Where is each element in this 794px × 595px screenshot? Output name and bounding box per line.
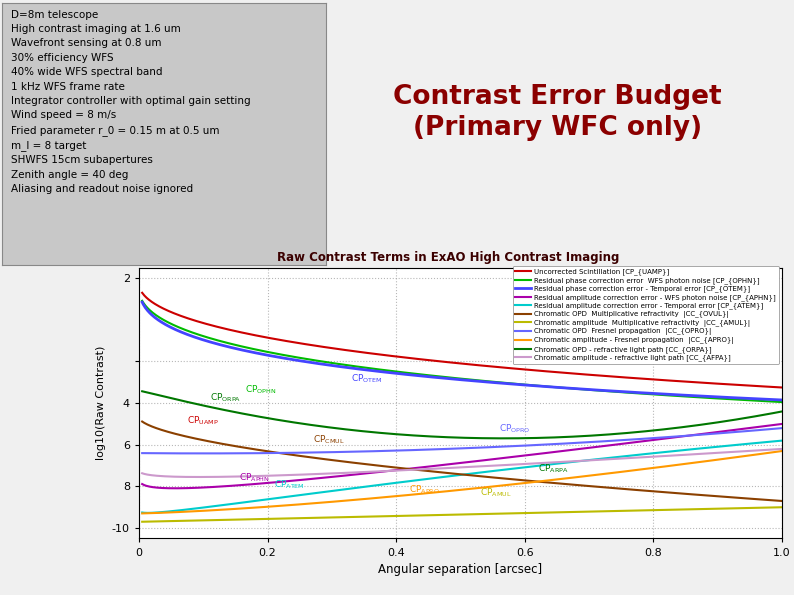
Text: CP$_\mathregular{OTEM}$: CP$_\mathregular{OTEM}$	[351, 373, 383, 386]
Text: CP$_\mathregular{OPHN}$: CP$_\mathregular{OPHN}$	[245, 383, 276, 396]
X-axis label: Angular separation [arcsec]: Angular separation [arcsec]	[379, 563, 542, 576]
Text: D=8m telescope
High contrast imaging at 1.6 um
Wavefront sensing at 0.8 um
30% e: D=8m telescope High contrast imaging at …	[11, 10, 251, 194]
Y-axis label: log10(Raw Contrast): log10(Raw Contrast)	[96, 346, 106, 461]
Text: CP$_\mathregular{ATEM}$: CP$_\mathregular{ATEM}$	[274, 478, 305, 491]
Text: CP$_\mathregular{APRO}$: CP$_\mathregular{APRO}$	[409, 483, 440, 496]
Text: Contrast Error Budget
(Primary WFC only): Contrast Error Budget (Primary WFC only)	[394, 84, 722, 142]
Text: Raw Contrast Terms in ExAO High Contrast Imaging: Raw Contrast Terms in ExAO High Contrast…	[277, 251, 620, 264]
Text: CP$_\mathregular{AMUL}$: CP$_\mathregular{AMUL}$	[480, 486, 511, 499]
Text: CP$_\mathregular{CMUL}$: CP$_\mathregular{CMUL}$	[313, 433, 345, 446]
Text: CP$_\mathregular{APHN}$: CP$_\mathregular{APHN}$	[239, 472, 269, 484]
Text: CP$_\mathregular{OPRO}$: CP$_\mathregular{OPRO}$	[499, 423, 530, 436]
Legend: Uncorrected Scintillation [CP_{UAMP}], Residual phase correction error  WFS phot: Uncorrected Scintillation [CP_{UAMP}], R…	[513, 266, 779, 364]
Text: CP$_\mathregular{UAMP}$: CP$_\mathregular{UAMP}$	[187, 415, 219, 427]
Text: CP$_\mathregular{ARPA}$: CP$_\mathregular{ARPA}$	[538, 462, 569, 475]
Text: CP$_\mathregular{ORPA}$: CP$_\mathregular{ORPA}$	[210, 392, 241, 404]
